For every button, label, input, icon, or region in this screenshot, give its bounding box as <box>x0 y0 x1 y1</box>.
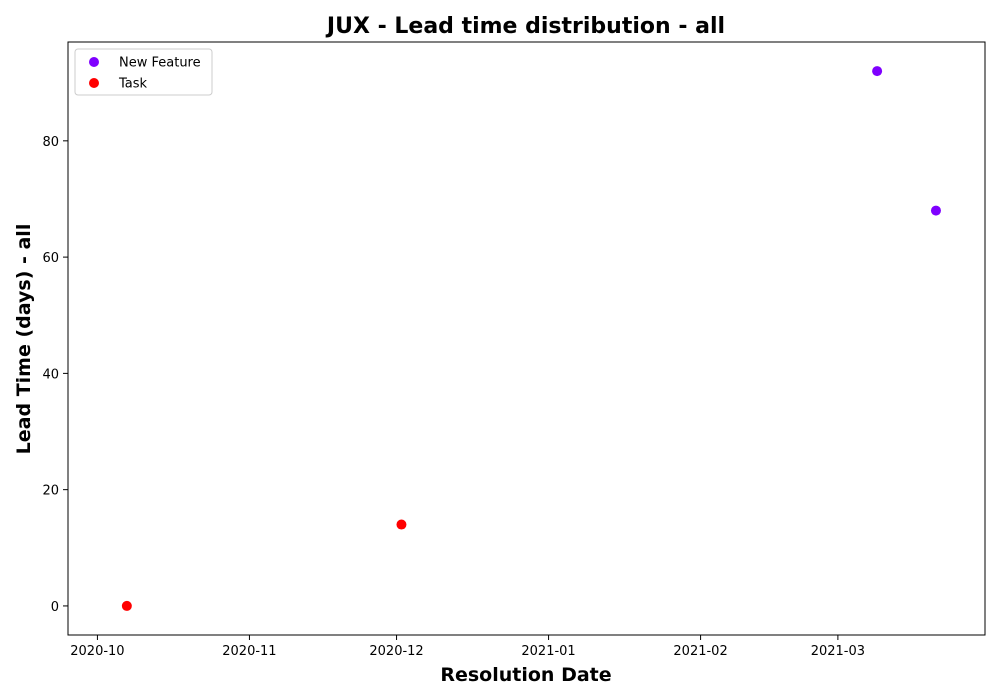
y-tick-label: 0 <box>51 600 59 615</box>
x-tick-label: 2020-10 <box>70 644 124 659</box>
y-tick-label: 40 <box>42 367 59 382</box>
y-tick-label: 60 <box>42 251 59 266</box>
series-new-feature <box>872 66 941 216</box>
y-tick-label: 20 <box>42 484 59 499</box>
chart-title: JUX - Lead time distribution - all <box>325 14 725 39</box>
x-axis-label: Resolution Date <box>440 664 611 686</box>
data-point <box>930 205 941 216</box>
legend-label: Task <box>118 77 148 92</box>
plot-frame <box>67 41 986 636</box>
y-axis: 0 20 40 60 80 <box>42 135 68 615</box>
legend-box <box>74 48 213 96</box>
x-tick-label: 2020-12 <box>369 644 423 659</box>
y-tick-label: 80 <box>42 135 59 150</box>
y-axis-label: Lead Time (days) - all <box>13 224 35 455</box>
x-tick-label: 2021-01 <box>521 644 575 659</box>
x-tick-label: 2021-03 <box>811 644 865 659</box>
legend-marker <box>89 57 99 67</box>
data-point <box>121 600 132 611</box>
x-axis: 2020-10 2020-11 2020-12 2021-01 2021-02 2021-… <box>70 635 865 659</box>
legend-marker <box>89 78 99 88</box>
data-point <box>872 66 883 77</box>
legend-label: New Feature <box>119 56 201 71</box>
x-tick-label: 2021-02 <box>673 644 727 659</box>
data-point <box>396 519 407 530</box>
legend: New Feature Task <box>74 48 213 96</box>
series-task <box>121 519 407 611</box>
x-tick-label: 2020-11 <box>222 644 276 659</box>
plot-area <box>121 66 941 611</box>
